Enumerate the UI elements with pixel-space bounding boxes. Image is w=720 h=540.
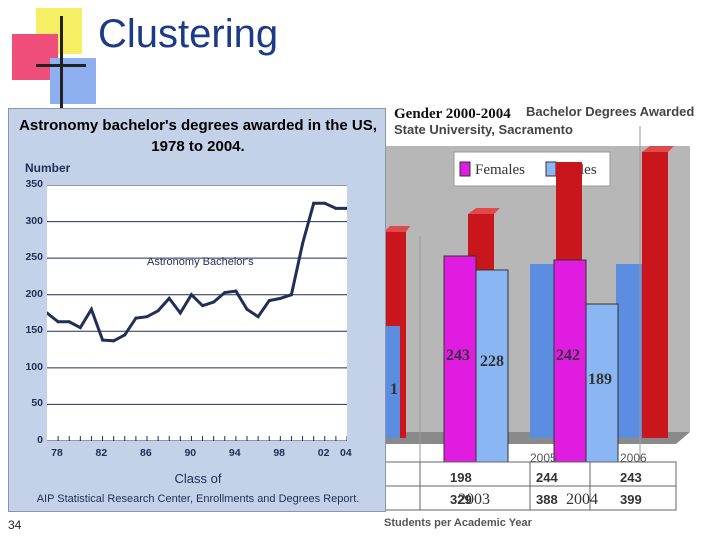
y-tick-label: 0	[37, 434, 43, 446]
gender-overlay-title: Gender 2000-2004	[394, 106, 511, 122]
data-point	[189, 293, 193, 297]
x-tick-label: 78	[51, 447, 63, 459]
data-point	[123, 333, 127, 337]
data-point	[278, 296, 282, 300]
x-tick-label: 94	[228, 447, 241, 459]
background-header-line1: Bachelor Degrees Awarded	[526, 104, 694, 119]
y-tick-label: 150	[25, 324, 43, 337]
y-tick-label: 200	[25, 287, 43, 300]
data-point	[289, 293, 293, 297]
overlay-year-2004: 2004	[566, 491, 598, 508]
data-point	[134, 316, 138, 320]
background-header-line2: State University, Sacramento	[394, 122, 573, 137]
data-point	[45, 311, 49, 315]
slide-number: 34	[8, 518, 22, 532]
decorative-horizontal-line	[36, 64, 86, 67]
data-point	[156, 309, 160, 313]
data-point	[234, 289, 238, 293]
y-axis-label: Number	[25, 161, 71, 175]
data-point	[101, 338, 105, 342]
data-point	[267, 299, 271, 303]
data-point	[245, 307, 249, 311]
y-tick-label: 50	[31, 397, 43, 410]
decorative-vertical-line	[60, 16, 63, 124]
x-tick-label: 86	[140, 447, 152, 459]
table-cell-1-2: 244	[536, 470, 558, 485]
legend-females: Females	[475, 162, 525, 178]
overlay-year-2003: 2003	[458, 491, 490, 508]
x-tick-label: 02	[317, 447, 330, 459]
table-cell-1-3: 243	[620, 470, 642, 485]
data-point	[78, 326, 82, 330]
table-cell-2-2: 388	[536, 492, 558, 507]
data-point	[212, 300, 216, 304]
y-tick-label: 350	[25, 178, 43, 190]
data-point	[67, 320, 71, 324]
data-point	[201, 304, 205, 308]
data-point	[167, 296, 171, 300]
data-point	[56, 320, 60, 324]
x-tick-label: 90	[184, 447, 197, 459]
plot-area: Astronomy Bachelor's	[45, 184, 349, 442]
data-point	[112, 339, 116, 343]
background-bar-chart: Bachelor Degrees Awarded State Universit…	[380, 96, 720, 536]
slide-title: Clustering	[98, 12, 279, 56]
chart-title: Astronomy bachelor's degrees awarded in …	[19, 117, 377, 155]
table-cell-2-1: 329	[450, 492, 472, 507]
data-point	[89, 307, 93, 311]
bar-label-females-2004: 242	[556, 347, 580, 364]
astronomy-line-chart: Astronomy Bachelor's	[45, 184, 349, 442]
bar-label-partial: 1	[390, 381, 398, 398]
y-tick-label: 250	[25, 251, 43, 264]
data-point	[334, 206, 338, 210]
background-footer: Students per Academic Year	[384, 517, 533, 529]
y-tick-label: 300	[25, 214, 43, 227]
table-year-2006: 2006	[620, 451, 647, 465]
bar-label-males-2003: 228	[480, 353, 504, 370]
data-point	[256, 315, 260, 319]
table-cell-2-3: 399	[620, 492, 642, 507]
y-tick-label: 100	[25, 360, 43, 373]
table-year-2005: 2005	[530, 451, 557, 465]
astronomy-chart-card: Astronomy bachelor's degrees awarded in …	[8, 108, 386, 512]
data-point	[312, 201, 316, 205]
x-tick-label: 82	[95, 447, 108, 459]
data-point	[178, 311, 182, 315]
table-cell-1-1: 198	[450, 470, 472, 485]
data-point	[145, 315, 149, 319]
bar-label-females-2003: 243	[446, 347, 470, 364]
series-annotation: Astronomy Bachelor's	[147, 256, 254, 268]
x-axis-label: Class of	[174, 471, 222, 486]
data-point	[323, 201, 327, 205]
data-point	[223, 291, 227, 295]
x-tick-label: 98	[273, 447, 286, 459]
series-line-astronomy	[46, 201, 347, 343]
data-point	[301, 242, 305, 246]
x-tick-label: 04	[340, 447, 352, 459]
bar-label-males-2004: 189	[588, 371, 612, 388]
chart-source: AIP Statistical Research Center, Enrollm…	[36, 493, 360, 505]
